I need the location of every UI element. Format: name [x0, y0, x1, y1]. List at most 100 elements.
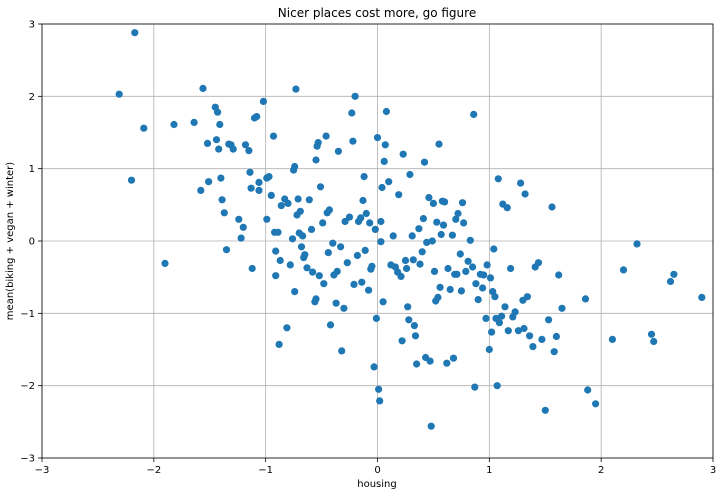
scatter-point [366, 219, 374, 227]
scatter-point [379, 298, 387, 306]
scatter-point [423, 238, 431, 246]
scatter-point [332, 299, 340, 307]
scatter-point [534, 259, 543, 267]
scatter-point [454, 209, 462, 218]
scatter-point [247, 184, 255, 192]
scatter-point [235, 215, 243, 223]
scatter-point [307, 225, 316, 233]
scatter-point [425, 194, 433, 202]
scatter-point [350, 280, 358, 288]
scatter-point [329, 239, 337, 247]
scatter-point [325, 206, 333, 214]
scatter-point [272, 247, 280, 255]
scatter-point [608, 335, 617, 343]
scatter-point [401, 256, 410, 265]
scatter-point [248, 264, 256, 273]
scatter-point [418, 248, 426, 256]
scatter-point [275, 340, 283, 348]
scatter-point [220, 209, 228, 217]
scatter-point [340, 304, 348, 312]
scatter-point [362, 209, 370, 218]
scatter-point [291, 288, 299, 296]
scatter-point [429, 199, 437, 207]
scatter-point [373, 134, 382, 142]
scatter-point [470, 110, 478, 118]
scatter-point [462, 267, 470, 275]
scatter-point [265, 173, 273, 181]
scatter-point [376, 397, 384, 405]
scatter-point [485, 345, 493, 354]
x-tick-label: −3 [35, 465, 50, 476]
scatter-point [337, 243, 345, 251]
scatter-point [212, 136, 221, 144]
scatter-point [357, 214, 365, 222]
scatter-point [343, 259, 351, 267]
y-axis-ticks: −3 −2 −1 0 1 2 3 [20, 20, 42, 465]
scatter-point [501, 303, 509, 311]
y-tick-label: 3 [29, 20, 35, 31]
scatter-point [349, 137, 357, 145]
scatter-point [274, 228, 282, 236]
x-axis-label: housing [357, 479, 396, 490]
scatter-point [486, 274, 495, 282]
x-tick-label: 3 [710, 465, 716, 476]
scatter-point [319, 219, 327, 227]
scatter-point [217, 174, 225, 182]
scatter-point [263, 215, 271, 223]
y-tick-label: 2 [29, 92, 35, 103]
scatter-point [312, 156, 320, 164]
scatter-point [353, 251, 361, 260]
scatter-point [205, 178, 213, 186]
scatter-point [381, 141, 389, 149]
scatter-point [498, 312, 506, 320]
scatter-point [584, 386, 592, 394]
scatter-point [409, 256, 417, 264]
scatter-point [131, 29, 139, 37]
scatter-point [460, 219, 468, 227]
y-tick-label: −3 [20, 454, 35, 465]
scatter-point [288, 235, 297, 243]
scatter-point [395, 191, 403, 199]
scatter-point [416, 260, 424, 268]
scatter-point [397, 272, 405, 280]
scatter-point [529, 343, 537, 351]
scatter-point [495, 319, 503, 327]
scatter-point [309, 268, 317, 276]
scatter-point [446, 285, 454, 294]
scatter-point [469, 263, 477, 271]
scatter-point [385, 178, 393, 186]
scatter-point [218, 196, 226, 204]
scatter-point [299, 232, 307, 240]
x-tick-label: −2 [146, 465, 161, 476]
scatter-point [545, 316, 553, 324]
scatter-point [480, 271, 488, 279]
scatter-point [494, 175, 502, 183]
scatter-point [428, 237, 436, 245]
y-tick-label: −2 [20, 381, 35, 392]
scatter-point [420, 158, 429, 166]
scatter-point [368, 262, 376, 270]
scatter-point [550, 348, 558, 356]
scatter-point [408, 232, 416, 240]
scatter-point [698, 293, 706, 301]
scatter-point [190, 118, 198, 126]
scatter-point [294, 195, 302, 203]
x-axis-ticks: −3 −2 −1 0 1 2 3 [35, 458, 716, 476]
scatter-point [441, 198, 449, 206]
scatter-point [619, 266, 628, 274]
scatter-point [666, 277, 675, 286]
scatter-point [303, 264, 311, 272]
scatter-point [377, 217, 385, 226]
scatter-point [472, 280, 480, 288]
x-tick-label: −1 [258, 465, 273, 476]
scatter-point [322, 132, 330, 140]
scatter-point [370, 363, 378, 371]
scatter-point [538, 335, 546, 343]
scatter-point [466, 236, 474, 244]
scatter-point [314, 139, 322, 147]
scatter-point [427, 422, 435, 430]
scatter-point [284, 199, 292, 207]
scatter-point [333, 267, 341, 275]
scatter-point [490, 245, 498, 253]
scatter-point [358, 278, 366, 286]
